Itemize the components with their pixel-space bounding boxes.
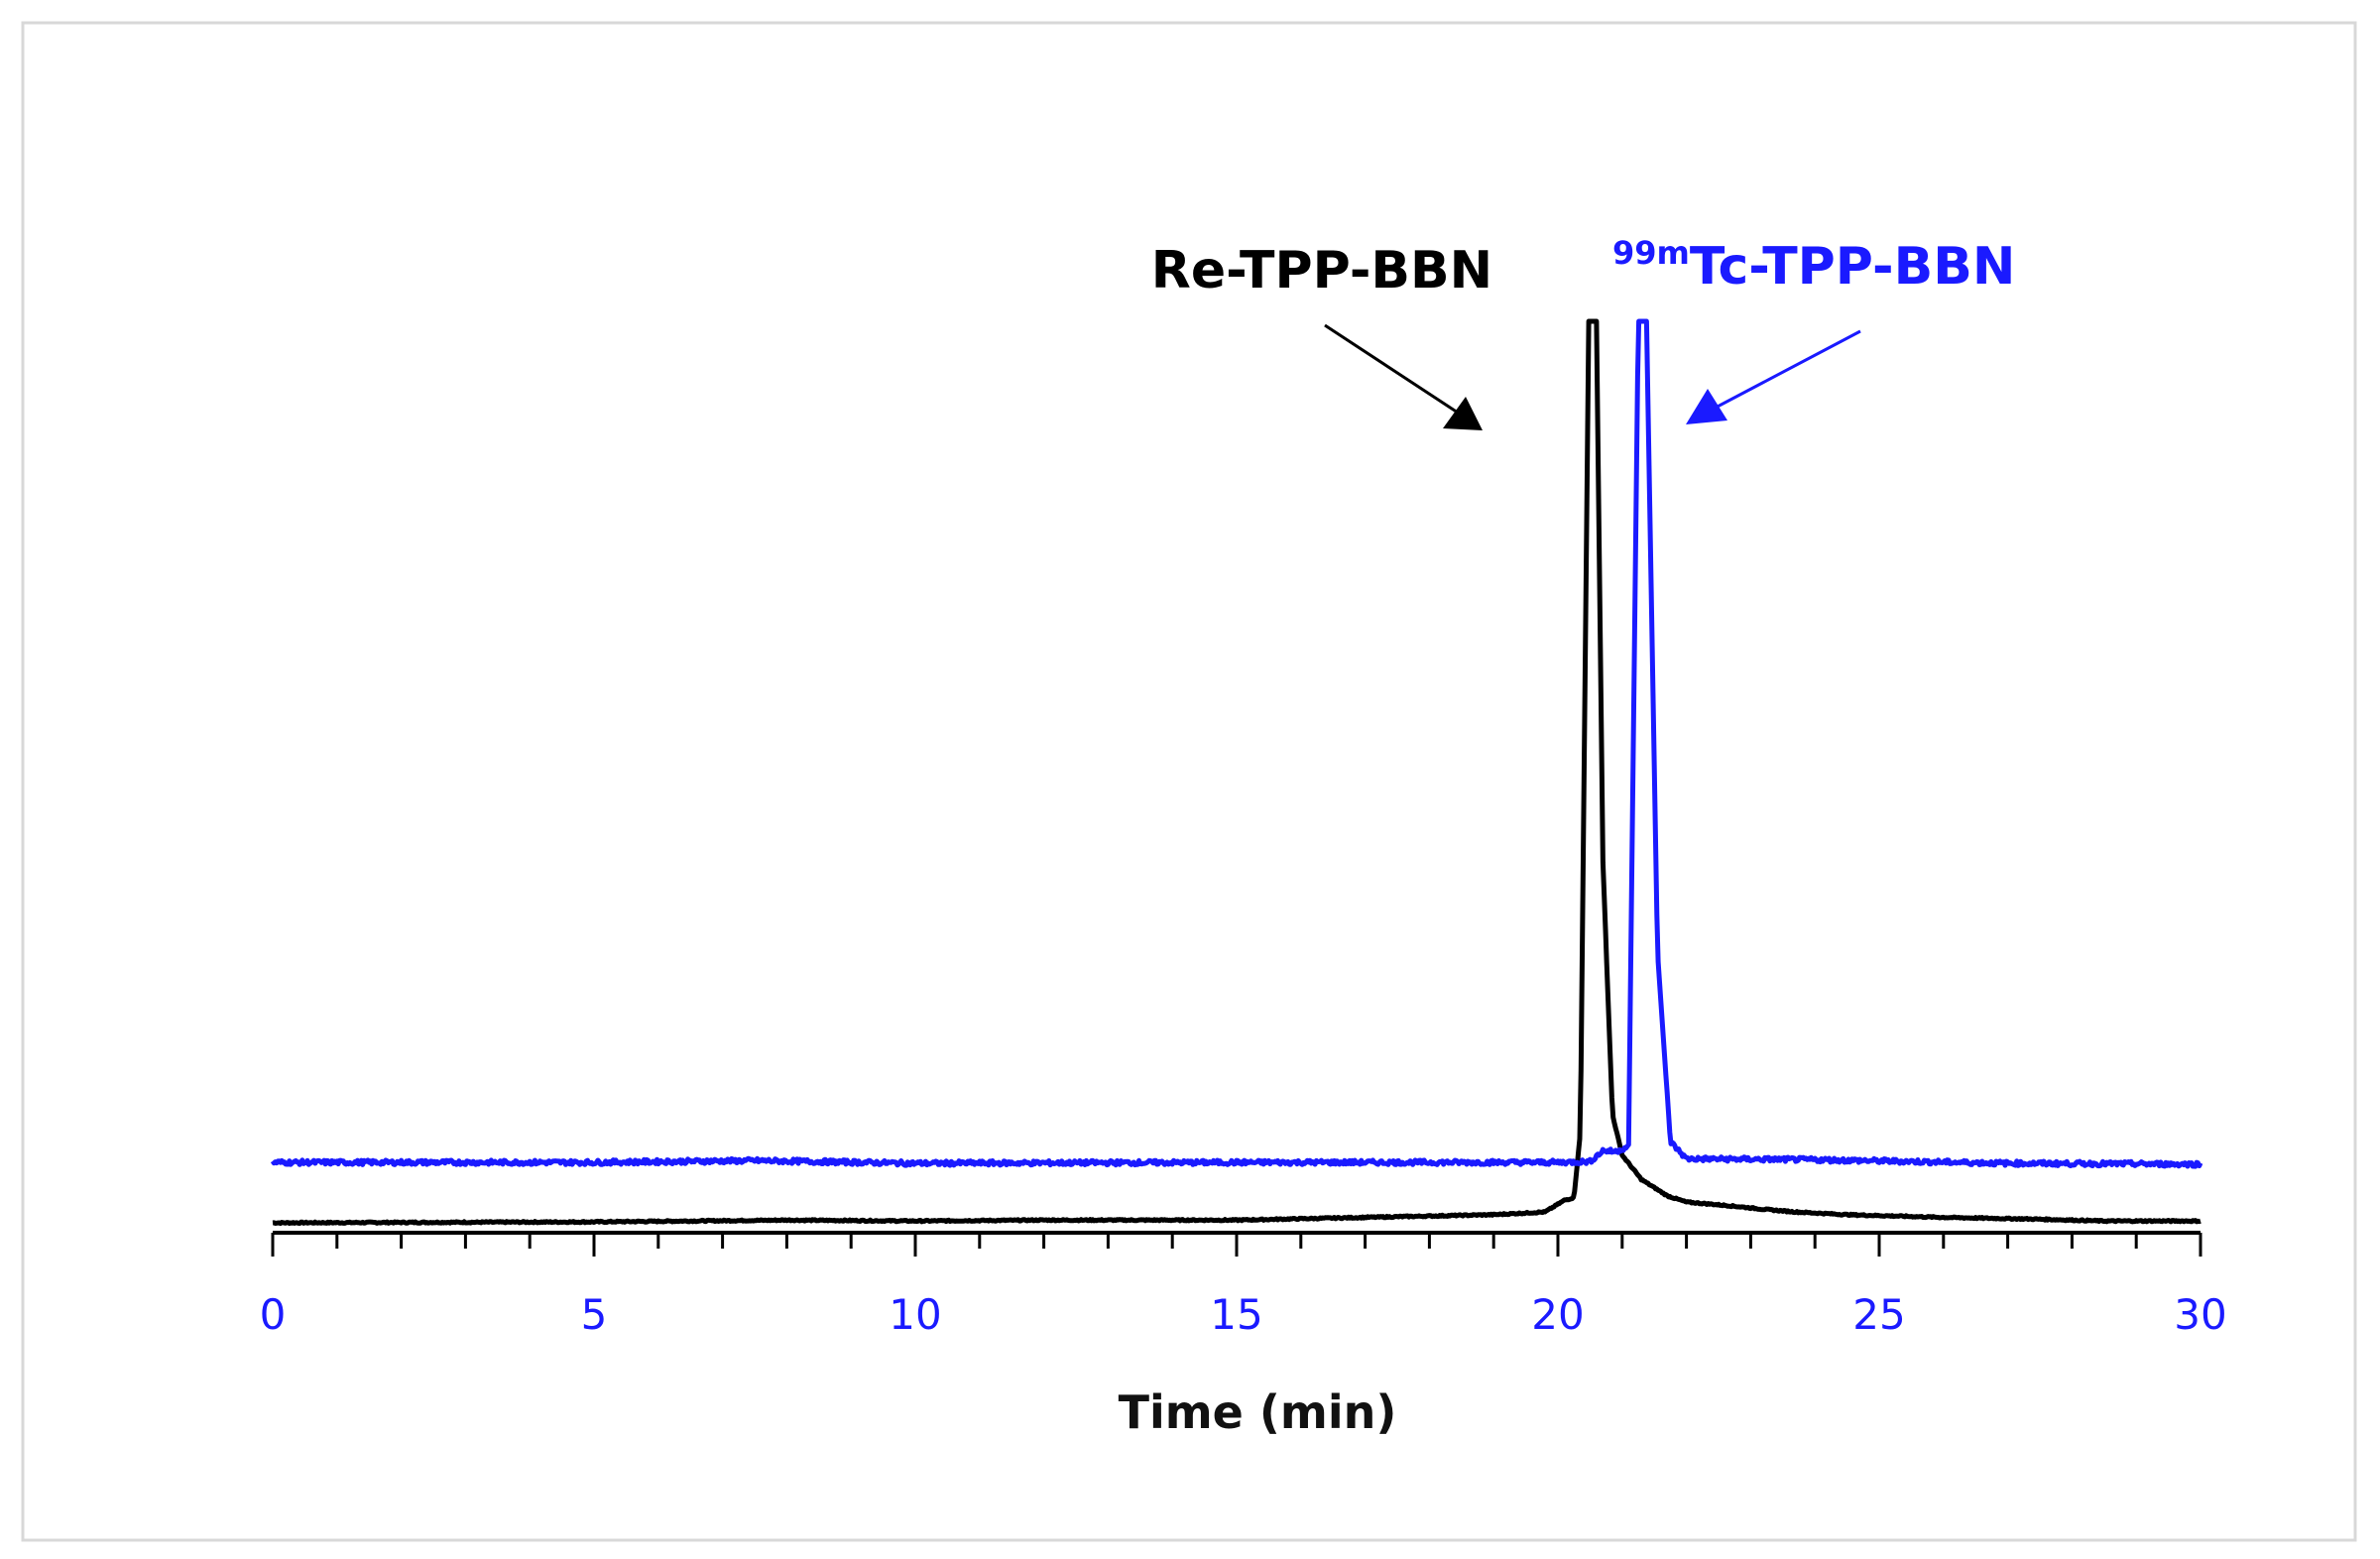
x-axis-title: Time (min) bbox=[1119, 1385, 1397, 1439]
annotation-re-tpp-bbn: Re-TPP-BBN bbox=[1151, 241, 1492, 430]
annotation-tc-tpp-bbn: 99mTc-TPP-BBN bbox=[1612, 234, 2015, 424]
x-tick-label: 25 bbox=[1852, 1290, 1905, 1339]
series-layer bbox=[270, 318, 2203, 1227]
x-axis bbox=[271, 1231, 2202, 1257]
x-tick-labels: 0 5 10 15 20 25 30 bbox=[260, 1290, 2227, 1339]
annotation-text: Tc-TPP-BBN bbox=[1690, 237, 2015, 297]
annotation-superscript: 99m bbox=[1612, 234, 1690, 272]
x-tick-label: 30 bbox=[2174, 1290, 2226, 1339]
arrow-head-blue-icon bbox=[1686, 389, 1727, 424]
series-line-tc-tpp-bbn bbox=[270, 318, 2203, 1169]
figure-frame bbox=[21, 21, 2357, 1542]
x-tick-label: 0 bbox=[260, 1290, 287, 1339]
x-tick-label: 15 bbox=[1210, 1290, 1262, 1339]
series-line-re-tpp-bbn bbox=[271, 318, 2202, 1227]
x-tick-label: 20 bbox=[1531, 1290, 1584, 1339]
arrow-line-black bbox=[1324, 323, 1459, 415]
x-tick-label: 10 bbox=[889, 1290, 941, 1339]
annotation-label-re-tpp-bbn: Re-TPP-BBN bbox=[1151, 241, 1492, 300]
annotation-label-tc-tpp-bbn: 99mTc-TPP-BBN bbox=[1612, 234, 2015, 297]
arrow-line-blue bbox=[1713, 329, 1861, 411]
x-tick-label: 5 bbox=[581, 1290, 608, 1339]
arrow-head-black-icon bbox=[1443, 397, 1483, 430]
